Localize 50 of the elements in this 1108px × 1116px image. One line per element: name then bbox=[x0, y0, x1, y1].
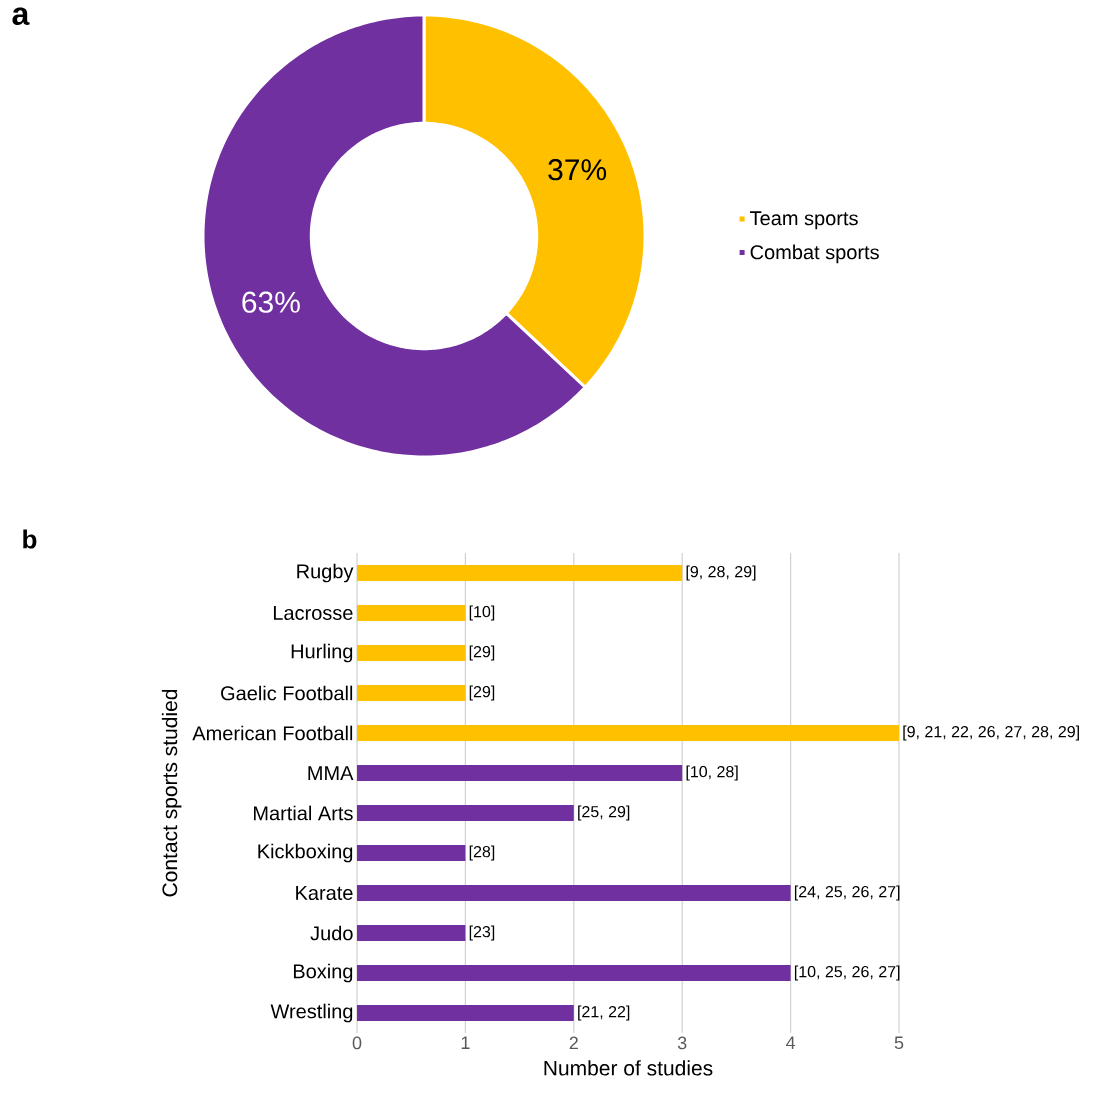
bar bbox=[357, 805, 574, 821]
bar bbox=[357, 565, 683, 581]
annotation: [10] bbox=[469, 605, 495, 621]
annotation: [9, 28, 29] bbox=[686, 565, 756, 581]
y-tick-label: American Football bbox=[192, 725, 353, 741]
bar bbox=[357, 605, 466, 621]
annotation: [28] bbox=[469, 845, 495, 861]
y-tick-label: Wrestling bbox=[270, 1003, 353, 1023]
bar bbox=[357, 925, 466, 941]
x-tick-label: 5 bbox=[894, 1036, 904, 1050]
annotation: [21, 22] bbox=[578, 1005, 630, 1021]
y-tick-label: Kickboxing bbox=[258, 843, 353, 863]
legend-label: Combat sports bbox=[750, 244, 879, 264]
y-tick-label: Lacrosse bbox=[273, 606, 353, 620]
text: b bbox=[23, 529, 37, 549]
annotation: [24, 25, 26, 27] bbox=[794, 885, 900, 901]
data-label: 63% bbox=[242, 291, 300, 313]
y-tick-label: Karate bbox=[296, 886, 353, 900]
bar bbox=[357, 765, 683, 781]
y-tick-label: Gaelic Football bbox=[221, 685, 353, 701]
bar bbox=[357, 1005, 574, 1022]
bar bbox=[357, 885, 791, 901]
x-tick-label: 3 bbox=[677, 1036, 687, 1050]
bar bbox=[357, 725, 900, 741]
annotation: [10, 25, 26, 27] bbox=[794, 965, 900, 981]
legend-label: Team sports bbox=[750, 211, 858, 230]
y-tick-label: Boxing bbox=[293, 963, 353, 983]
annotation: [29] bbox=[469, 685, 495, 701]
data-label: 37% bbox=[548, 159, 607, 181]
y-tick-label: Rugby bbox=[297, 563, 354, 583]
annotation: [9, 21, 22, 26, 27, 28, 29] bbox=[903, 725, 1079, 741]
bar bbox=[357, 965, 791, 982]
bar bbox=[357, 685, 466, 701]
annotation: [10, 28] bbox=[686, 765, 738, 781]
annotation: [23] bbox=[469, 925, 495, 941]
x-tick-label: 2 bbox=[569, 1036, 578, 1050]
y-tick-label: Judo bbox=[310, 925, 353, 941]
text: a bbox=[12, 7, 30, 26]
x-tick-label: 0 bbox=[352, 1036, 362, 1050]
x-tick-label: 4 bbox=[786, 1036, 796, 1049]
y-tick-label: Hurling bbox=[291, 643, 353, 663]
annotation: [25, 29] bbox=[578, 805, 630, 821]
x-axis-title: Number of studies bbox=[544, 1060, 713, 1076]
bar bbox=[357, 845, 466, 861]
annotation: [29] bbox=[469, 645, 495, 661]
bar bbox=[357, 645, 466, 661]
x-tick-label: 1 bbox=[461, 1036, 470, 1049]
y-tick-label: Martial Arts bbox=[253, 805, 353, 821]
y-tick-label: MMA bbox=[308, 766, 354, 780]
y-axis-title: Contact sports studied bbox=[161, 689, 182, 897]
